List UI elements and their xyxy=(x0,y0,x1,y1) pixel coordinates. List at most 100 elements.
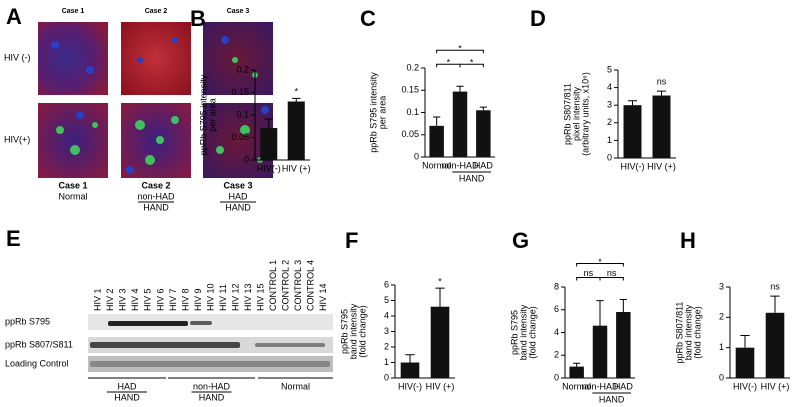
y-tick-label: 3 xyxy=(719,281,724,291)
significance: * xyxy=(598,257,602,267)
error-bar xyxy=(456,85,464,92)
y-tick-label: 0 xyxy=(384,372,389,382)
significance: * xyxy=(470,58,474,68)
y-tick-label: 2 xyxy=(607,117,612,127)
y-tick-label: 8 xyxy=(554,281,559,291)
panel-letter: B xyxy=(190,6,206,31)
group-label: HAND xyxy=(199,392,225,402)
x-tick-label: HIV (+) xyxy=(647,161,676,171)
case-caption: Normal xyxy=(58,191,87,201)
error-bar xyxy=(628,100,637,106)
lane-label: CONTROL 1 xyxy=(268,260,278,311)
lane-label: HIV 15 xyxy=(255,283,265,311)
y-axis-label: pixel intensity xyxy=(571,86,581,141)
y-tick-label: 0.15 xyxy=(231,87,249,97)
case-label: Case 2 xyxy=(145,8,168,15)
lane-label: HIV 3 xyxy=(118,288,128,311)
case-label: Case 1 xyxy=(62,8,85,15)
group-label: Normal xyxy=(281,381,310,391)
y-axis-label: ppRb S807/811 xyxy=(562,83,572,145)
x-tick-label: HAD xyxy=(474,160,494,170)
row-label: HIV (-) xyxy=(4,52,31,62)
micrograph xyxy=(121,103,191,178)
y-axis-label: ppRb S795 intensity xyxy=(198,74,208,155)
y-tick-label: 0 xyxy=(554,372,559,382)
y-tick-label: 6 xyxy=(554,304,559,314)
bar xyxy=(735,347,755,378)
x-tick-label: HIV(-) xyxy=(398,381,422,391)
bands xyxy=(90,321,330,367)
y-tick-label: 4 xyxy=(384,310,389,320)
y-tick-label: 0.15 xyxy=(401,85,419,95)
x-tick-label: HAD xyxy=(614,381,634,391)
lane-label: HIV 8 xyxy=(180,288,190,311)
bracket xyxy=(599,277,624,281)
y-tick-label: 1 xyxy=(384,357,389,367)
micrograph xyxy=(121,22,191,95)
significance: ns xyxy=(770,281,780,291)
bar xyxy=(430,306,450,378)
x-tick-label: HIV(-) xyxy=(257,163,281,173)
error-bar xyxy=(405,354,415,363)
y-tick-label: 1 xyxy=(719,342,724,352)
bar xyxy=(592,325,608,378)
error-bar xyxy=(479,106,487,111)
micrograph xyxy=(203,22,273,95)
case-label: Case 3 xyxy=(227,8,250,15)
x-tick-label: HIV(-) xyxy=(733,381,757,391)
y-axis-label: band intensity xyxy=(518,304,528,360)
blot-row-label: ppRb S795 xyxy=(5,316,50,326)
y-tick-label: 6 xyxy=(384,279,389,289)
x-tick-label: HIV(-) xyxy=(621,161,645,171)
error-bar xyxy=(573,362,581,367)
case-caption: HAND xyxy=(143,202,169,212)
y-tick-label: 0 xyxy=(414,151,419,161)
lane-label: HIV 14 xyxy=(318,283,328,311)
panel-letter: C xyxy=(360,6,376,31)
x-tick-label: HIV (+) xyxy=(282,163,311,173)
lane-label: HIV 4 xyxy=(130,288,140,311)
error-bar xyxy=(740,335,750,348)
y-tick-label: 3 xyxy=(384,326,389,336)
group-label: non-HAD xyxy=(193,381,231,391)
y-axis-label: ppRb S795 xyxy=(509,310,519,355)
y-axis-label: ppRb S795 intensity xyxy=(368,72,378,153)
y-tick-label: 0 xyxy=(719,372,724,382)
blot-row xyxy=(88,356,333,372)
panel-letter: E xyxy=(6,226,21,251)
bar xyxy=(287,101,305,160)
error-bar xyxy=(435,287,445,307)
lane-label: CONTROL 3 xyxy=(293,260,303,311)
y-tick-label: 2 xyxy=(554,350,559,360)
x-tick-label: HIV (+) xyxy=(761,381,790,391)
lane-label: HIV 11 xyxy=(218,284,228,311)
y-tick-label: 0.2 xyxy=(236,64,249,74)
bar xyxy=(400,362,420,378)
micrographs xyxy=(38,22,273,178)
y-tick-label: 4 xyxy=(607,82,612,92)
significance: * xyxy=(438,276,442,286)
y-axis-label: band intensity xyxy=(683,304,693,360)
bar xyxy=(429,125,444,157)
significance: ns xyxy=(584,268,594,278)
panel-letter: A xyxy=(6,4,22,29)
y-tick-label: 1 xyxy=(607,135,612,145)
y-tick-label: 0.2 xyxy=(406,62,419,72)
y-tick-label: 0.05 xyxy=(231,132,249,142)
lane-label: CONTROL 2 xyxy=(281,260,291,311)
bar xyxy=(260,128,278,160)
y-tick-label: 0.1 xyxy=(406,107,419,117)
significance: * xyxy=(447,58,451,68)
group-label: HAND xyxy=(114,392,140,402)
x-tick-label: non-HAD xyxy=(441,160,479,170)
case-caption: HAND xyxy=(225,202,251,212)
case-caption: Case 3 xyxy=(223,180,252,190)
error-bar xyxy=(433,116,441,126)
y-tick-label: 0 xyxy=(244,154,249,164)
bar xyxy=(569,366,584,378)
y-tick-label: 2 xyxy=(719,312,724,322)
bar xyxy=(652,95,671,158)
error-bar xyxy=(264,118,274,129)
case-caption: non-HAD xyxy=(137,191,175,201)
nuclei xyxy=(51,36,269,174)
